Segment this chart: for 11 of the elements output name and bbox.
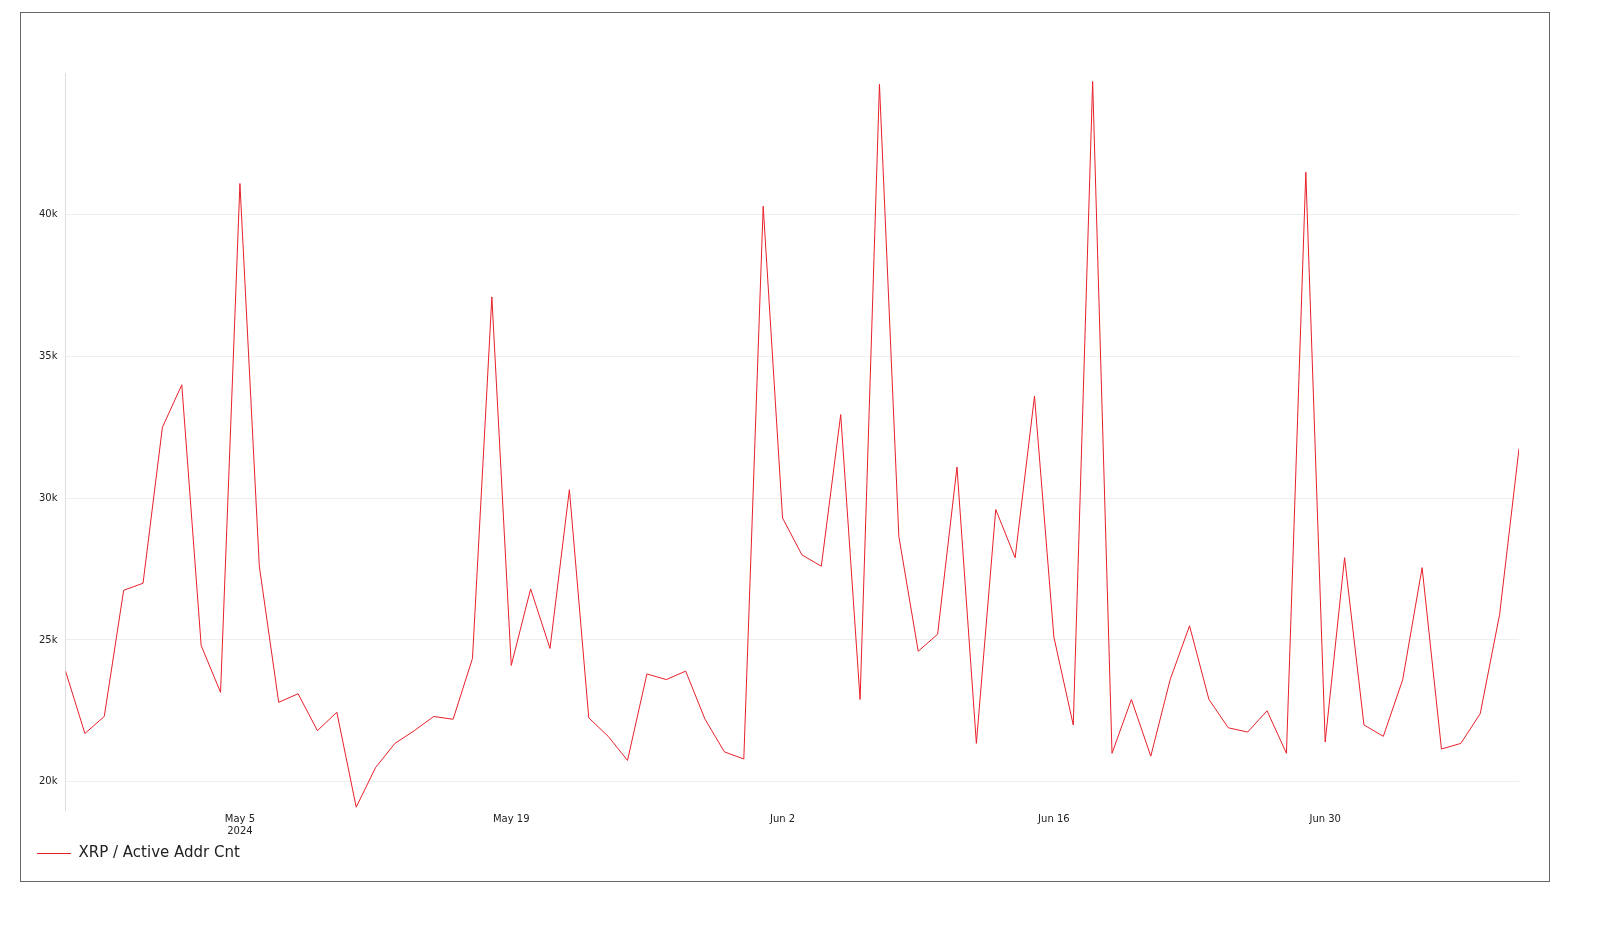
y-tick-label: 40k bbox=[39, 208, 58, 220]
x-tick-label: May 5 2024 bbox=[224, 812, 256, 836]
y-tick-label: 25k bbox=[39, 633, 58, 645]
y-tick-label: 35k bbox=[39, 350, 58, 362]
y-tick-label: 20k bbox=[39, 775, 58, 787]
x-tick-label: Jun 2 bbox=[768, 812, 796, 824]
x-tick-label: Jun 30 bbox=[1308, 812, 1341, 824]
x-tick-label: May 19 bbox=[492, 812, 530, 824]
y-tick-label: 30k bbox=[39, 491, 58, 503]
x-tick-label: Jun 16 bbox=[1037, 812, 1070, 824]
legend-label: XRP / Active Addr Cnt bbox=[78, 843, 240, 862]
